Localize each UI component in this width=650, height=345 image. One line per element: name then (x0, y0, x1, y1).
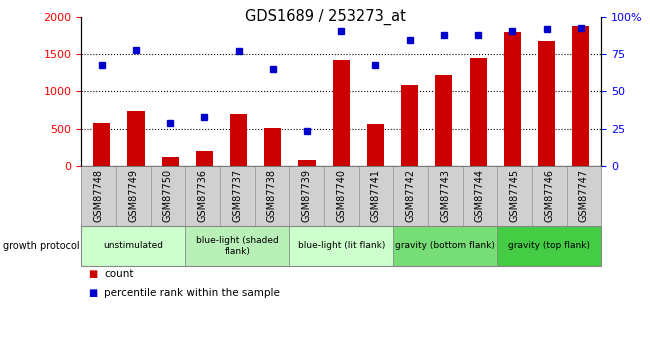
Text: GSM87748: GSM87748 (94, 169, 103, 222)
Text: GSM87749: GSM87749 (128, 169, 138, 222)
Text: gravity (bottom flank): gravity (bottom flank) (395, 241, 495, 250)
Text: GSM87745: GSM87745 (510, 169, 519, 222)
Bar (333, 60, 350, 166)
Text: GSM87747: GSM87747 (579, 169, 589, 222)
Text: GSM87736: GSM87736 (198, 169, 207, 222)
Text: count: count (104, 269, 133, 279)
Text: GSM87737: GSM87737 (232, 169, 242, 222)
Text: GSM87750: GSM87750 (163, 169, 173, 222)
Bar (469, 58, 487, 166)
Text: ■: ■ (88, 288, 97, 298)
Bar (572, 26, 590, 166)
Text: GSM87746: GSM87746 (544, 169, 554, 222)
Text: growth protocol ▶: growth protocol ▶ (3, 241, 90, 251)
Text: GSM87738: GSM87738 (267, 169, 277, 222)
Text: GSM87741: GSM87741 (371, 169, 381, 222)
Bar (298, 160, 316, 166)
Text: blue-light (shaded
flank): blue-light (shaded flank) (196, 236, 279, 256)
Text: GSM87739: GSM87739 (302, 169, 311, 222)
Bar (93, 122, 110, 166)
Text: gravity (top flank): gravity (top flank) (508, 241, 590, 250)
Bar (401, 86, 418, 166)
Text: blue-light (lit flank): blue-light (lit flank) (298, 241, 385, 250)
Text: GSM87742: GSM87742 (406, 169, 415, 222)
Bar (162, 157, 179, 166)
Bar (367, 124, 384, 166)
Bar (504, 32, 521, 166)
Bar (196, 151, 213, 166)
Text: unstimulated: unstimulated (103, 241, 163, 250)
Text: percentile rank within the sample: percentile rank within the sample (104, 288, 280, 298)
Bar (230, 114, 247, 166)
Text: GSM87743: GSM87743 (440, 169, 450, 222)
Bar (538, 41, 555, 166)
Text: GDS1689 / 253273_at: GDS1689 / 253273_at (244, 9, 406, 25)
Text: GSM87744: GSM87744 (475, 169, 485, 222)
Bar (265, 128, 281, 166)
Bar (436, 75, 452, 166)
Text: ■: ■ (88, 269, 97, 279)
Text: GSM87740: GSM87740 (336, 169, 346, 222)
Bar (127, 111, 144, 166)
